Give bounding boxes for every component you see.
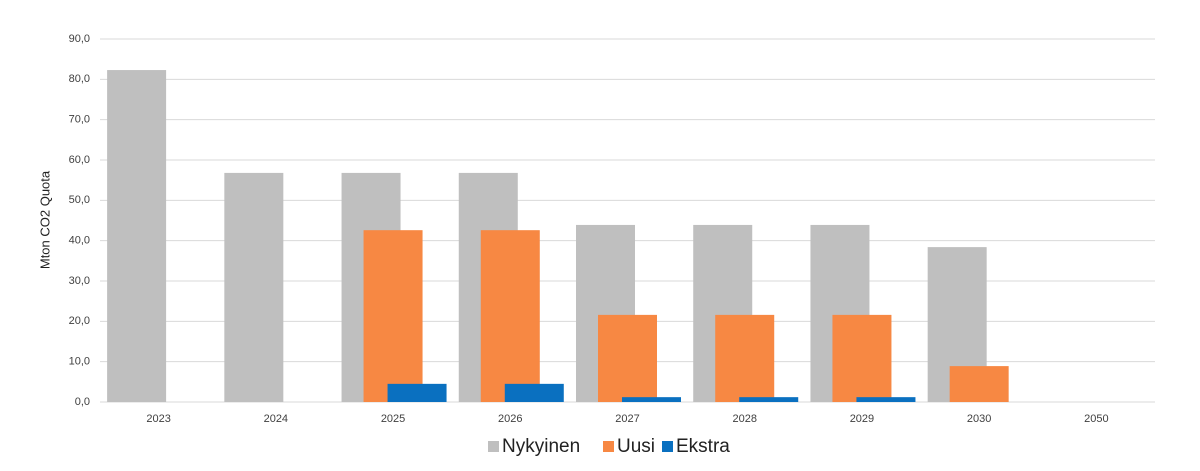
y-tick-label: 40,0	[69, 235, 90, 247]
legend-swatch	[603, 441, 614, 452]
x-tick-label: 2027	[615, 413, 639, 425]
x-tick-label: 2050	[1084, 413, 1108, 425]
y-tick-label: 90,0	[69, 33, 90, 45]
x-tick-label: 2030	[967, 413, 991, 425]
y-tick-label: 60,0	[69, 154, 90, 166]
x-tick-label: 2029	[850, 413, 874, 425]
legend-label: Uusi	[617, 436, 655, 457]
bar	[949, 366, 1009, 402]
y-tick-label: 30,0	[69, 275, 90, 287]
x-tick-label: 2023	[146, 413, 170, 425]
y-tick-label: 50,0	[69, 194, 90, 206]
x-tick-label: 2024	[264, 413, 288, 425]
x-tick-label: 2026	[498, 413, 522, 425]
bar	[224, 172, 284, 402]
bar	[107, 70, 167, 402]
y-axis-label: Mton CO2 Quota	[37, 170, 52, 269]
legend-swatch	[662, 441, 673, 452]
bar	[739, 397, 799, 402]
bar	[832, 314, 892, 402]
bar	[622, 397, 681, 402]
y-tick-label: 70,0	[69, 114, 90, 126]
bar	[504, 383, 564, 402]
bar	[363, 230, 423, 402]
bar	[856, 397, 916, 402]
x-tick-label: 2028	[732, 413, 756, 425]
y-tick-label: 80,0	[69, 73, 90, 85]
x-tick-label: 2025	[381, 413, 405, 425]
y-tick-label: 10,0	[69, 356, 90, 368]
legend-swatch	[488, 441, 499, 452]
legend-label: Ekstra	[676, 436, 730, 457]
bar	[715, 314, 775, 402]
legend-label: Nykyinen	[502, 436, 580, 457]
bar	[387, 383, 447, 402]
y-tick-label: 0,0	[75, 396, 90, 408]
bar	[480, 230, 540, 402]
y-tick-label: 20,0	[69, 315, 90, 327]
bar	[598, 314, 657, 402]
